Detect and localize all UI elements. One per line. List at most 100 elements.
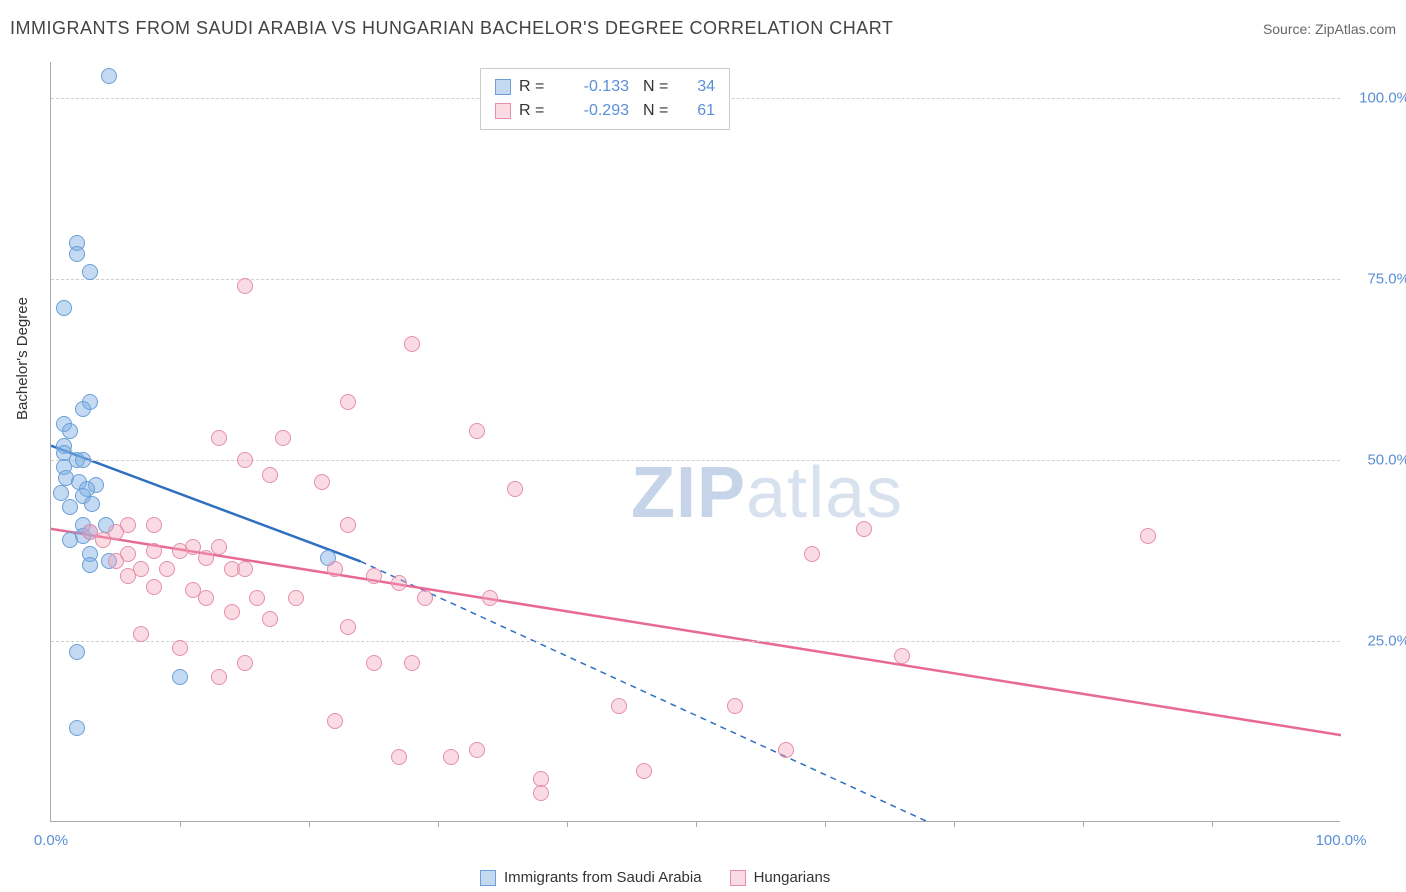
scatter-point xyxy=(482,590,498,606)
scatter-point xyxy=(159,561,175,577)
scatter-point xyxy=(224,604,240,620)
scatter-point xyxy=(314,474,330,490)
scatter-point xyxy=(211,430,227,446)
scatter-point xyxy=(62,532,78,548)
legend-r-value-1: -0.133 xyxy=(559,78,629,96)
scatter-point xyxy=(75,452,91,468)
y-tick-label: 75.0% xyxy=(1350,271,1406,288)
scatter-point xyxy=(727,698,743,714)
legend-item-series1: Immigrants from Saudi Arabia xyxy=(480,869,702,886)
scatter-point xyxy=(262,467,278,483)
legend-r-value-2: -0.293 xyxy=(559,102,629,120)
swatch-series1 xyxy=(480,870,496,886)
scatter-point xyxy=(391,749,407,765)
legend-label-series1: Immigrants from Saudi Arabia xyxy=(504,869,702,886)
scatter-point xyxy=(340,619,356,635)
scatter-point xyxy=(53,485,69,501)
legend-n-value-1: 34 xyxy=(685,78,715,96)
source-name: ZipAtlas.com xyxy=(1315,21,1396,37)
scatter-point xyxy=(146,517,162,533)
watermark-atlas: atlas xyxy=(746,453,903,533)
scatter-point xyxy=(327,713,343,729)
chart-title: IMMIGRANTS FROM SAUDI ARABIA VS HUNGARIA… xyxy=(10,18,893,39)
gridline xyxy=(51,641,1340,642)
scatter-point xyxy=(856,521,872,537)
x-tick-mark xyxy=(696,821,697,827)
legend-r-label: R = xyxy=(519,102,551,120)
scatter-point xyxy=(894,648,910,664)
x-tick-mark xyxy=(567,821,568,827)
scatter-point xyxy=(198,590,214,606)
source-label: Source: xyxy=(1263,21,1315,37)
scatter-point xyxy=(237,561,253,577)
legend-n-label: N = xyxy=(643,102,677,120)
swatch-series2 xyxy=(495,103,511,119)
scatter-chart: ZIPatlas 25.0%50.0%75.0%100.0%0.0%100.0% xyxy=(50,62,1340,822)
x-tick-mark xyxy=(309,821,310,827)
scatter-point xyxy=(366,655,382,671)
scatter-point xyxy=(404,655,420,671)
legend-n-value-2: 61 xyxy=(685,102,715,120)
scatter-point xyxy=(404,336,420,352)
scatter-point xyxy=(75,401,91,417)
scatter-point xyxy=(198,550,214,566)
scatter-point xyxy=(95,532,111,548)
scatter-point xyxy=(288,590,304,606)
watermark-zip: ZIP xyxy=(631,453,746,533)
scatter-point xyxy=(211,539,227,555)
scatter-point xyxy=(120,568,136,584)
x-tick-mark xyxy=(1212,821,1213,827)
scatter-point xyxy=(237,278,253,294)
swatch-series1 xyxy=(495,79,511,95)
scatter-point xyxy=(133,626,149,642)
scatter-point xyxy=(469,423,485,439)
scatter-point xyxy=(778,742,794,758)
x-tick-label: 100.0% xyxy=(1316,832,1367,849)
scatter-point xyxy=(249,590,265,606)
scatter-point xyxy=(1140,528,1156,544)
scatter-point xyxy=(636,763,652,779)
scatter-point xyxy=(533,785,549,801)
x-tick-mark xyxy=(825,821,826,827)
chart-header: IMMIGRANTS FROM SAUDI ARABIA VS HUNGARIA… xyxy=(10,18,1396,39)
scatter-point xyxy=(211,669,227,685)
swatch-series2 xyxy=(730,870,746,886)
scatter-point xyxy=(69,644,85,660)
series-legend: Immigrants from Saudi Arabia Hungarians xyxy=(480,869,830,886)
y-tick-label: 25.0% xyxy=(1350,633,1406,650)
scatter-point xyxy=(69,246,85,262)
scatter-point xyxy=(327,561,343,577)
scatter-point xyxy=(262,611,278,627)
scatter-point xyxy=(84,496,100,512)
scatter-point xyxy=(804,546,820,562)
scatter-point xyxy=(82,264,98,280)
legend-n-label: N = xyxy=(643,78,677,96)
scatter-point xyxy=(172,669,188,685)
x-tick-label: 0.0% xyxy=(34,832,68,849)
scatter-point xyxy=(108,553,124,569)
source-attribution: Source: ZipAtlas.com xyxy=(1263,21,1396,37)
trend-lines xyxy=(51,62,1341,822)
correlation-legend: R = -0.133 N = 34 R = -0.293 N = 61 xyxy=(480,68,730,130)
legend-r-label: R = xyxy=(519,78,551,96)
scatter-point xyxy=(101,68,117,84)
scatter-point xyxy=(275,430,291,446)
scatter-point xyxy=(237,655,253,671)
legend-item-series2: Hungarians xyxy=(730,869,831,886)
scatter-point xyxy=(172,640,188,656)
scatter-point xyxy=(82,557,98,573)
x-tick-mark xyxy=(1083,821,1084,827)
legend-row-series2: R = -0.293 N = 61 xyxy=(495,99,715,123)
scatter-point xyxy=(417,590,433,606)
scatter-point xyxy=(69,720,85,736)
scatter-point xyxy=(366,568,382,584)
x-tick-mark xyxy=(180,821,181,827)
scatter-point xyxy=(469,742,485,758)
scatter-point xyxy=(391,575,407,591)
scatter-point xyxy=(146,579,162,595)
scatter-point xyxy=(172,543,188,559)
scatter-point xyxy=(507,481,523,497)
scatter-point xyxy=(56,300,72,316)
y-axis-label: Bachelor's Degree xyxy=(14,297,31,420)
scatter-point xyxy=(146,543,162,559)
